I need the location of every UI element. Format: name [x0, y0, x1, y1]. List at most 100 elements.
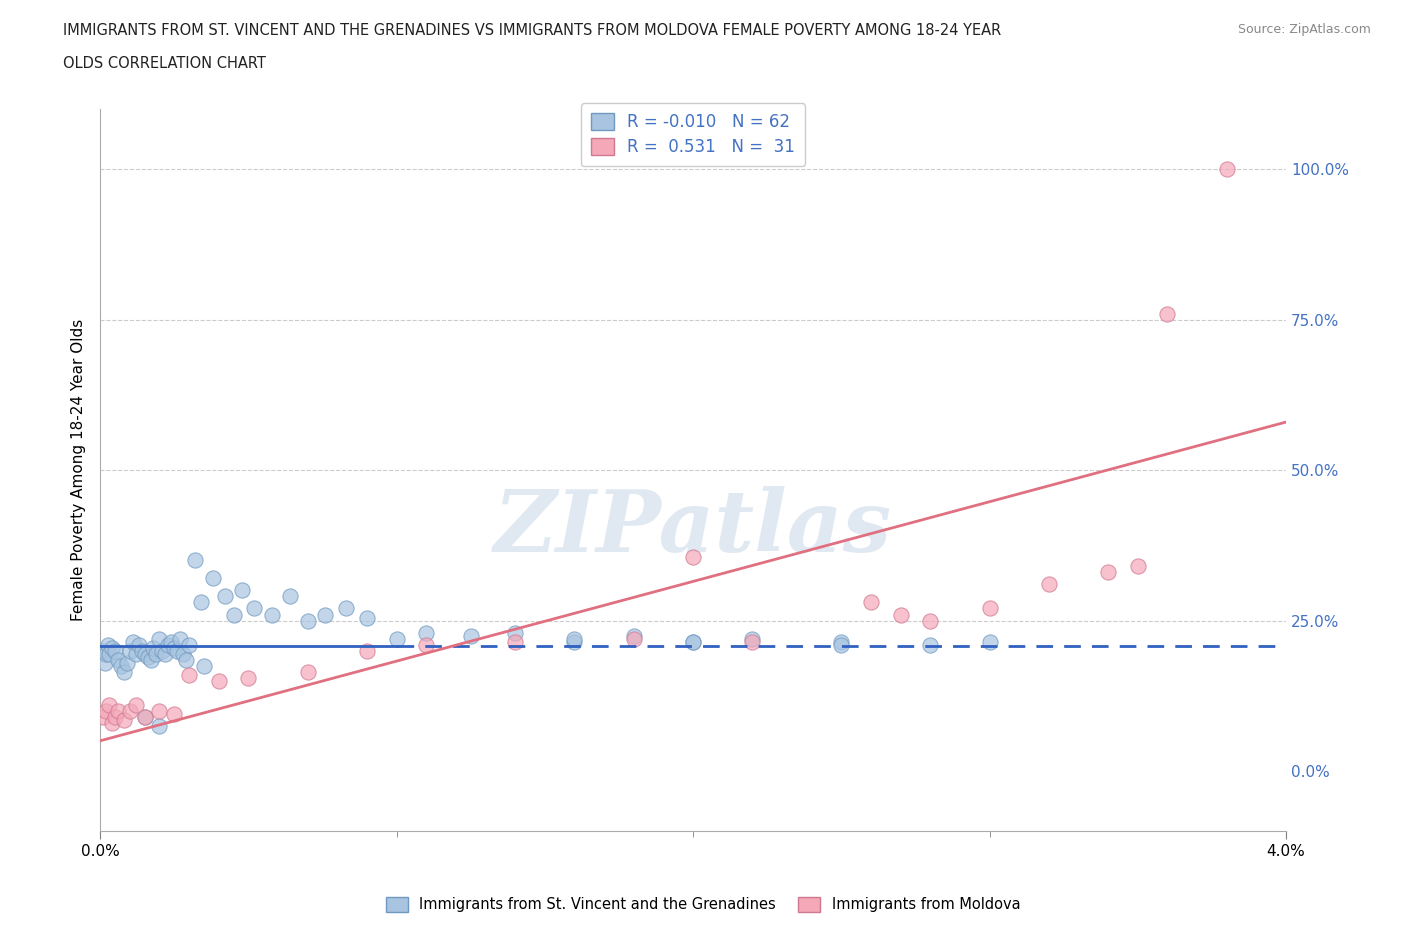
Point	[134, 646, 156, 661]
Point	[107, 652, 129, 667]
Point	[1215, 162, 1237, 177]
Point	[564, 631, 586, 646]
Point	[201, 571, 224, 586]
Point	[96, 637, 118, 652]
Point	[115, 655, 138, 670]
Point	[150, 644, 173, 658]
Point	[110, 658, 132, 673]
Point	[415, 637, 437, 652]
Point	[184, 553, 207, 568]
Point	[142, 640, 165, 655]
Point	[148, 631, 170, 646]
Point	[112, 712, 135, 727]
Point	[160, 634, 183, 649]
Point	[134, 710, 156, 724]
Point	[91, 644, 114, 658]
Point	[121, 634, 143, 649]
Point	[104, 710, 127, 724]
Point	[157, 637, 180, 652]
Point	[1038, 577, 1060, 591]
Point	[297, 613, 319, 628]
Point	[118, 644, 141, 658]
Point	[98, 698, 121, 712]
Point	[172, 646, 194, 661]
Point	[335, 601, 357, 616]
Point	[163, 706, 186, 721]
Point	[830, 634, 852, 649]
Text: ZIPatlas: ZIPatlas	[494, 486, 891, 570]
Point	[155, 646, 177, 661]
Point	[94, 703, 117, 718]
Point	[222, 607, 245, 622]
Point	[125, 646, 148, 661]
Point	[145, 646, 167, 661]
Point	[163, 640, 186, 655]
Point	[1097, 565, 1119, 579]
Point	[125, 698, 148, 712]
Point	[314, 607, 336, 622]
Point	[1126, 559, 1149, 574]
Point	[682, 634, 704, 649]
Point	[979, 601, 1001, 616]
Point	[177, 667, 200, 682]
Point	[262, 607, 284, 622]
Point	[177, 637, 200, 652]
Point	[682, 634, 704, 649]
Point	[214, 589, 236, 604]
Point	[741, 631, 763, 646]
Point	[104, 644, 127, 658]
Point	[623, 631, 645, 646]
Point	[101, 640, 124, 655]
Point	[193, 658, 215, 673]
Point	[278, 589, 301, 604]
Point	[148, 718, 170, 733]
Point	[356, 610, 378, 625]
Point	[741, 634, 763, 649]
Point	[148, 703, 170, 718]
Point	[564, 634, 586, 649]
Text: OLDS CORRELATION CHART: OLDS CORRELATION CHART	[63, 56, 266, 71]
Point	[243, 601, 266, 616]
Point	[979, 634, 1001, 649]
Legend: Immigrants from St. Vincent and the Grenadines, Immigrants from Moldova: Immigrants from St. Vincent and the Gren…	[380, 891, 1026, 918]
Legend: R = -0.010   N = 62, R =  0.531   N =  31: R = -0.010 N = 62, R = 0.531 N = 31	[581, 103, 806, 166]
Point	[460, 628, 482, 643]
Text: Source: ZipAtlas.com: Source: ZipAtlas.com	[1237, 23, 1371, 36]
Point	[169, 631, 191, 646]
Point	[136, 649, 159, 664]
Point	[890, 607, 912, 622]
Point	[859, 595, 882, 610]
Point	[118, 703, 141, 718]
Point	[920, 637, 942, 652]
Point	[166, 644, 188, 658]
Point	[139, 652, 162, 667]
Point	[682, 550, 704, 565]
Point	[830, 637, 852, 652]
Point	[503, 625, 526, 640]
Point	[112, 664, 135, 679]
Point	[131, 644, 153, 658]
Point	[91, 710, 114, 724]
Point	[94, 646, 117, 661]
Point	[190, 595, 212, 610]
Point	[1156, 306, 1178, 321]
Point	[98, 646, 121, 661]
Point	[385, 631, 408, 646]
Point	[297, 664, 319, 679]
Point	[238, 671, 260, 685]
Y-axis label: Female Poverty Among 18-24 Year Olds: Female Poverty Among 18-24 Year Olds	[72, 319, 86, 621]
Text: IMMIGRANTS FROM ST. VINCENT AND THE GRENADINES VS IMMIGRANTS FROM MOLDOVA FEMALE: IMMIGRANTS FROM ST. VINCENT AND THE GREN…	[63, 23, 1001, 38]
Point	[231, 583, 253, 598]
Point	[128, 637, 150, 652]
Point	[107, 703, 129, 718]
Point	[920, 613, 942, 628]
Point	[623, 628, 645, 643]
Point	[356, 644, 378, 658]
Point	[93, 655, 115, 670]
Point	[101, 715, 124, 730]
Point	[174, 652, 197, 667]
Point	[134, 710, 156, 724]
Point	[503, 634, 526, 649]
Point	[415, 625, 437, 640]
Point	[208, 673, 231, 688]
